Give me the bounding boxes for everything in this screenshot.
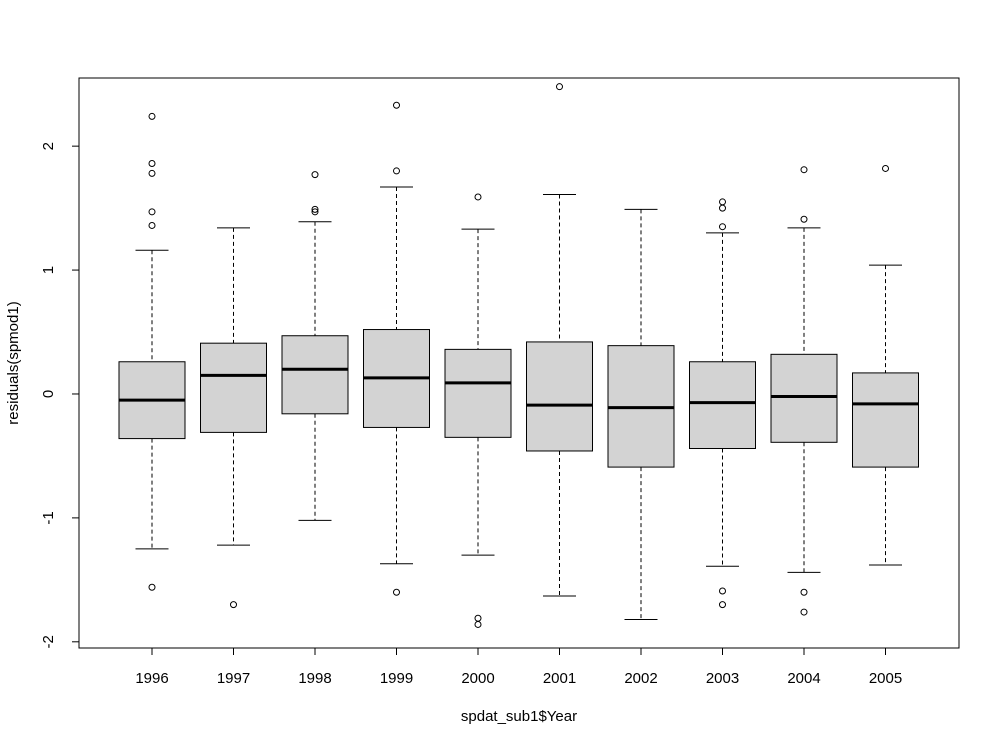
outlier-point — [800, 608, 808, 616]
outlier-point — [148, 169, 156, 177]
x-tick-label: 2003 — [706, 670, 739, 687]
outlier-point — [474, 193, 482, 201]
outlier-point — [148, 583, 156, 591]
outlier-point — [474, 620, 482, 628]
outlier-point — [800, 215, 808, 223]
outlier-point — [148, 160, 156, 167]
outlier-point — [719, 587, 726, 595]
y-tick-label: -2 — [40, 635, 57, 648]
y-tick-label: 0 — [40, 390, 57, 398]
outlier-point — [311, 171, 319, 179]
x-tick-label: 1998 — [298, 670, 331, 687]
x-tick-label: 2000 — [461, 670, 494, 687]
x-tick-label: 2001 — [543, 670, 576, 687]
box-group-2003 — [689, 198, 756, 609]
y-axis-title: residuals(spmod1) — [5, 301, 22, 424]
outlier-point — [556, 83, 563, 91]
box-group-1999 — [363, 101, 430, 596]
x-tick-label: 2002 — [624, 670, 657, 687]
outlier-point — [311, 205, 319, 213]
box-group-1998 — [281, 171, 349, 521]
box-group-1996 — [118, 112, 186, 591]
box-group-2005 — [852, 164, 919, 566]
x-tick-label: 2005 — [869, 670, 902, 687]
box-group-2002 — [607, 208, 675, 620]
box-iqr — [200, 342, 267, 433]
y-axis: -2 -1 0 1 2 — [40, 142, 80, 648]
x-tick-label: 1996 — [135, 670, 168, 687]
y-tick-label: 1 — [40, 266, 57, 274]
boxes-layer — [118, 83, 919, 628]
x-tick-label: 1997 — [217, 670, 250, 687]
x-tick-label: 1999 — [380, 670, 413, 687]
outlier-point — [148, 112, 156, 120]
outlier-point — [393, 167, 400, 175]
box-group-1997 — [200, 227, 267, 609]
outlier-point — [474, 614, 482, 622]
box-group-2004 — [770, 166, 838, 616]
outlier-point — [719, 204, 726, 212]
box-iqr — [444, 348, 512, 438]
outlier-point — [148, 221, 156, 229]
box-group-2000 — [444, 193, 512, 628]
box-iqr — [852, 372, 919, 468]
box-group-2001 — [526, 83, 593, 597]
x-tick-label: 2004 — [787, 670, 820, 687]
outlier-point — [882, 164, 889, 172]
outlier-point — [719, 223, 726, 231]
y-tick-label: -1 — [40, 511, 57, 524]
outlier-point — [719, 601, 726, 609]
x-axis-title: spdat_sub1$Year — [461, 708, 577, 725]
outlier-point — [148, 208, 156, 216]
box-iqr — [526, 341, 593, 452]
outlier-point — [393, 588, 400, 596]
y-tick-label: 2 — [40, 142, 57, 150]
x-axis: 1996 1997 1998 1999 2000 2001 2002 2003 2004 2005 — [135, 647, 902, 687]
box-iqr — [689, 361, 756, 449]
outlier-point — [719, 198, 726, 206]
outlier-point — [393, 101, 400, 109]
outlier-point — [800, 588, 808, 596]
box-iqr — [770, 353, 838, 443]
outlier-point — [311, 208, 319, 216]
outlier-point — [230, 601, 237, 609]
outlier-point — [800, 166, 808, 174]
box-iqr — [281, 335, 349, 415]
